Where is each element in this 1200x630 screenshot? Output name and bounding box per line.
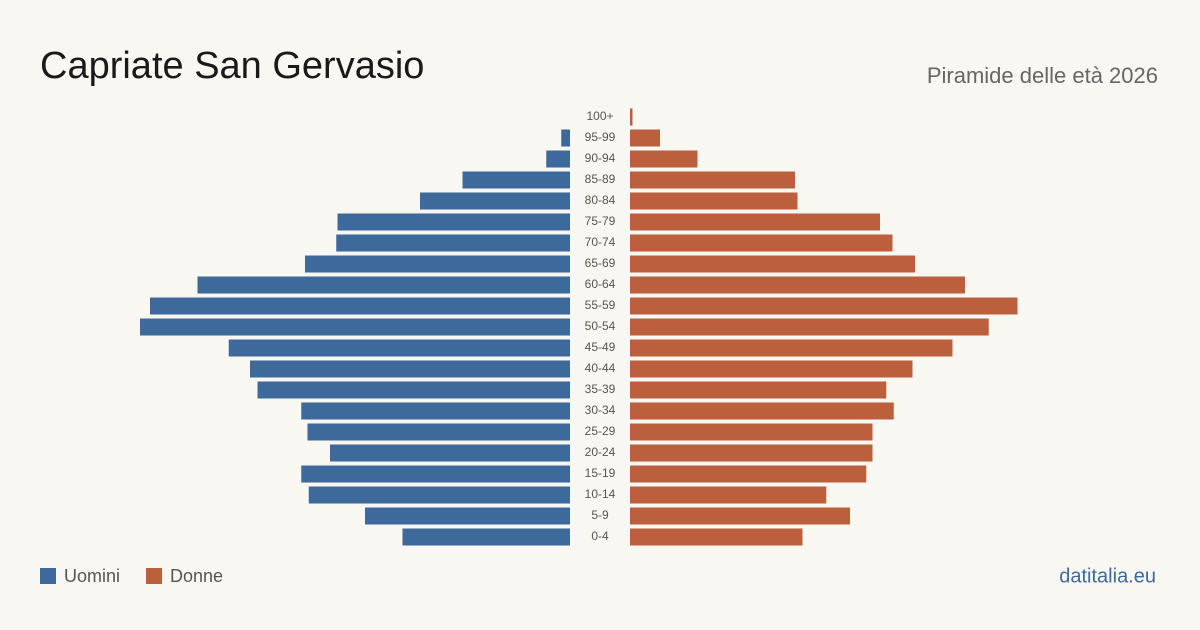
source: datitalia.eu: [1059, 565, 1156, 587]
legend-swatch: [146, 568, 163, 584]
bar: [228, 339, 570, 357]
age-label: 10-14: [585, 487, 616, 501]
bar: [420, 192, 570, 210]
bar: [402, 528, 570, 546]
age-label: 5-9: [591, 508, 609, 522]
age-label: 65-69: [585, 256, 616, 270]
bar: [561, 129, 570, 147]
bar: [197, 276, 570, 294]
bar: [462, 171, 570, 189]
chart-subtitle: Piramide delle età 2026: [927, 63, 1158, 88]
age-label: 80-84: [585, 193, 616, 207]
bar: [630, 423, 873, 441]
legend-label: Donne: [170, 566, 223, 586]
bar: [330, 444, 570, 462]
age-label: 45-49: [585, 340, 616, 354]
age-label: 95-99: [585, 130, 616, 144]
age-label: 25-29: [585, 424, 616, 438]
bar: [630, 339, 953, 357]
bar: [150, 297, 570, 315]
age-label: 85-89: [585, 172, 616, 186]
bar: [630, 150, 698, 168]
bar: [630, 528, 803, 546]
bar: [630, 381, 887, 399]
age-label: 70-74: [585, 235, 616, 249]
age-label: 20-24: [585, 445, 616, 459]
age-label: 0-4: [591, 529, 609, 543]
bar: [630, 276, 965, 294]
bar: [337, 213, 570, 231]
bar: [630, 108, 633, 126]
bar: [630, 318, 989, 336]
bar: [630, 255, 915, 273]
bar: [630, 444, 873, 462]
bar: [140, 318, 570, 336]
bar: [630, 213, 880, 231]
bar: [365, 507, 570, 525]
age-label: 100+: [586, 109, 613, 123]
bar: [630, 297, 1018, 315]
age-label: 50-54: [585, 319, 616, 333]
age-label: 90-94: [585, 151, 616, 165]
bar: [630, 129, 660, 147]
bar: [307, 423, 570, 441]
legend-label: Uomini: [64, 566, 120, 586]
age-label: 75-79: [585, 214, 616, 228]
bar: [546, 150, 570, 168]
bar: [250, 360, 570, 378]
bar: [257, 381, 570, 399]
bar: [630, 486, 827, 504]
age-label: 35-39: [585, 382, 616, 396]
age-label: 55-59: [585, 298, 616, 312]
bar: [301, 402, 570, 420]
bar: [630, 507, 850, 525]
bar: [630, 234, 893, 252]
bar: [630, 402, 894, 420]
legend-swatch: [40, 568, 56, 584]
bar: [630, 171, 795, 189]
bar: [630, 192, 798, 210]
age-label: 40-44: [585, 361, 616, 375]
bar: [630, 360, 913, 378]
age-label: 60-64: [585, 277, 616, 291]
bar: [308, 486, 570, 504]
age-label: 15-19: [585, 466, 616, 480]
bar: [630, 465, 867, 483]
bar: [301, 465, 570, 483]
age-label: 30-34: [585, 403, 616, 417]
bar: [305, 255, 570, 273]
chart-title: Capriate San Gervasio: [40, 45, 424, 87]
bar: [336, 234, 570, 252]
